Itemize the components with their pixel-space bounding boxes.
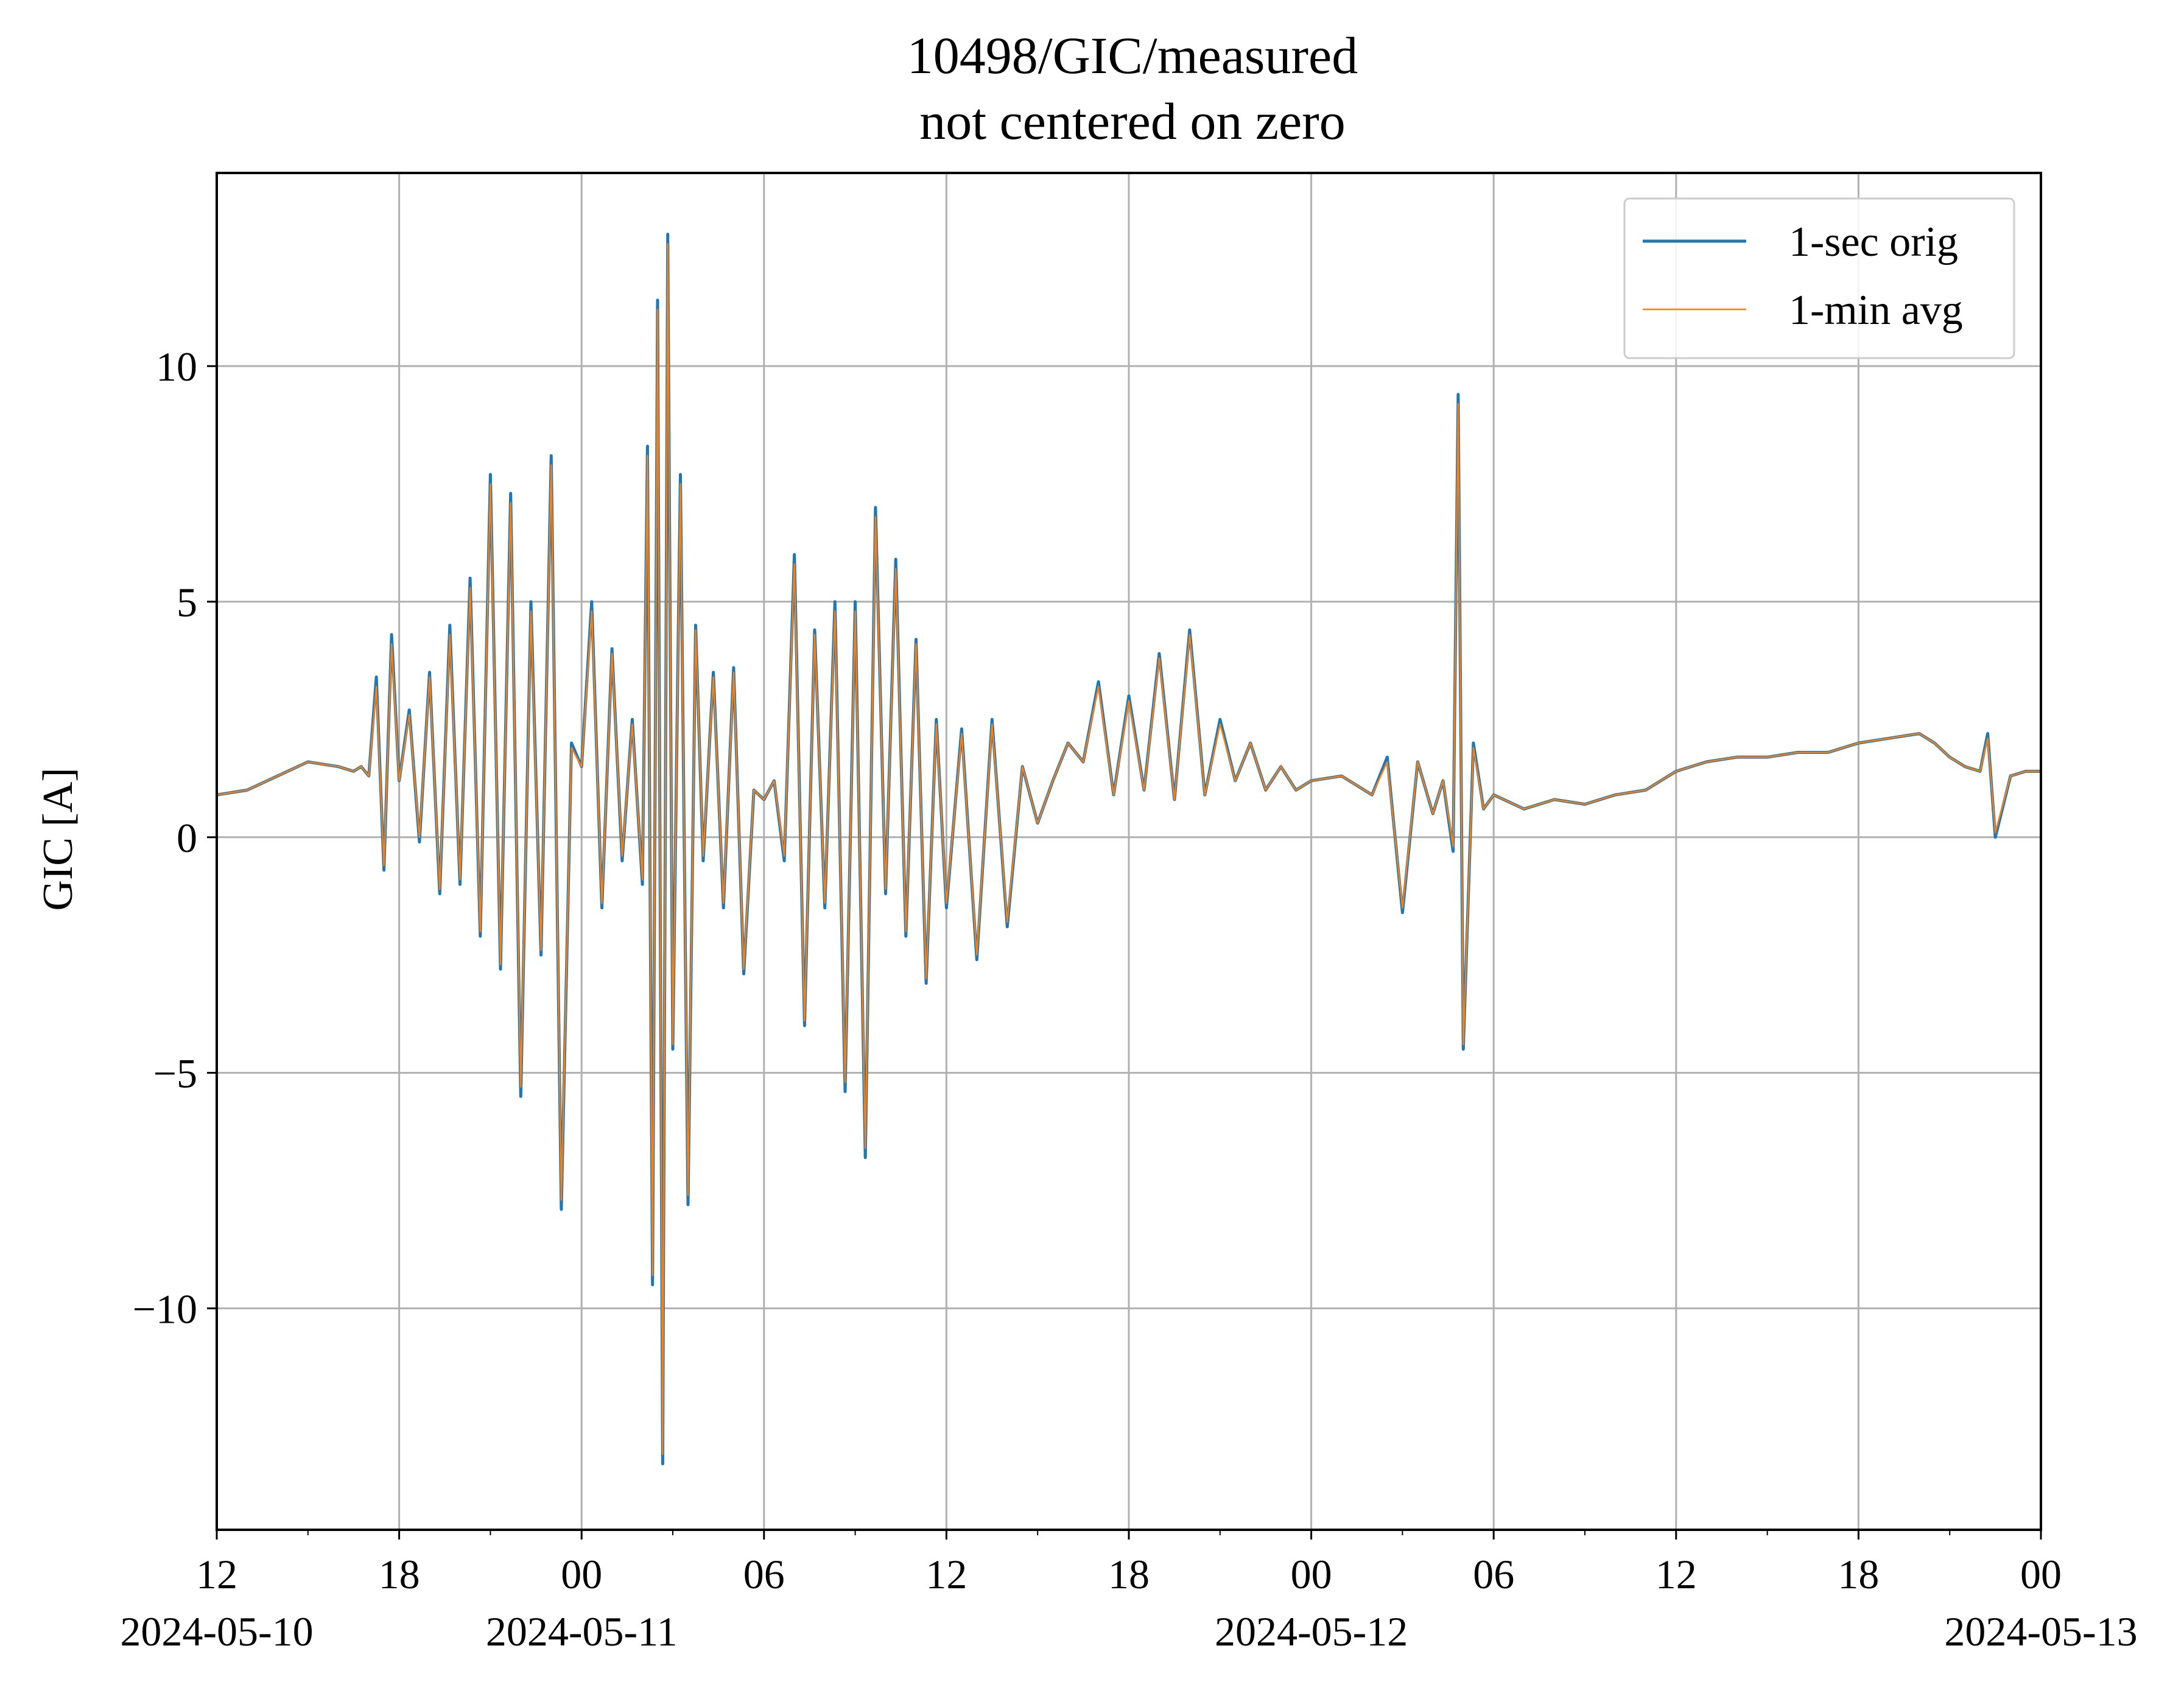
- x-tick-label: 12: [925, 1551, 967, 1597]
- x-tick-label: 18: [379, 1551, 420, 1597]
- x-date-label: 2024-05-12: [1215, 1608, 1408, 1655]
- x-tick-label: 12: [1656, 1551, 1697, 1597]
- y-tick-label: −10: [133, 1286, 197, 1332]
- chart-subtitle: not centered on zero: [919, 92, 1346, 150]
- x-tick-label: 06: [1473, 1551, 1514, 1597]
- x-tick-label: 18: [1838, 1551, 1879, 1597]
- chart-title: 10498/GIC/measured: [907, 26, 1358, 85]
- y-tick-label: 10: [156, 343, 197, 390]
- x-date-label: 2024-05-10: [120, 1608, 313, 1655]
- x-date-label: 2024-05-13: [1944, 1608, 2137, 1655]
- legend-label: 1-sec orig: [1789, 219, 1958, 266]
- y-axis-label: GIC [A]: [35, 767, 82, 910]
- y-tick-label: 0: [177, 815, 197, 861]
- x-tick-label: 12: [196, 1551, 237, 1597]
- x-tick-label: 00: [1291, 1551, 1332, 1597]
- series-line-min-avg: [216, 242, 2041, 1455]
- legend-box: [1623, 197, 2015, 359]
- legend[interactable]: 1-sec orig 1-min avg: [1623, 197, 2015, 359]
- x-tick-label: 18: [1108, 1551, 1150, 1597]
- y-tick-label: −5: [153, 1051, 197, 1097]
- series-layer: [216, 233, 2041, 1466]
- x-tick-label: 06: [743, 1551, 785, 1597]
- x-date-label: 2024-05-11: [486, 1608, 678, 1655]
- legend-label: 1-min avg: [1789, 287, 1963, 334]
- x-tick-label: 00: [2020, 1551, 2062, 1597]
- y-tick-label: 5: [177, 579, 197, 625]
- ticks: 12 2024-05-10 18 00 2024-05-11 06 12 18 00 2024-0…: [120, 343, 2137, 1655]
- x-tick-label: 00: [561, 1551, 602, 1597]
